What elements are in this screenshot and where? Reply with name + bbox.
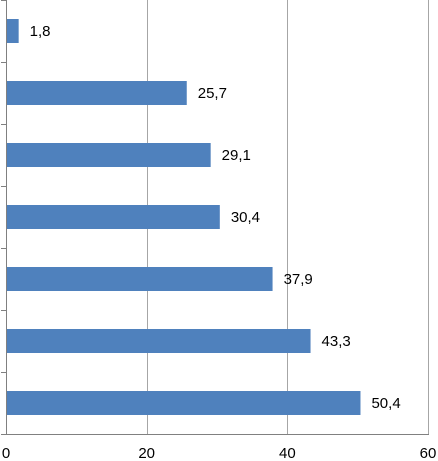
bar-1 (6, 19, 19, 43)
data-label-4: 30,4 (231, 209, 260, 226)
bar-7 (6, 391, 361, 415)
data-label-2: 25,7 (198, 85, 227, 102)
x-tick-label-60: 60 (420, 445, 437, 461)
bar-5 (6, 267, 273, 291)
data-label-6: 43,3 (322, 333, 351, 350)
data-label-3: 29,1 (222, 147, 251, 164)
data-label-7: 50,4 (371, 395, 400, 412)
bar-6 (6, 329, 311, 353)
bar-3 (6, 143, 211, 167)
x-tick-label-20: 20 (138, 445, 155, 461)
x-tick-label-40: 40 (279, 445, 296, 461)
bar-4 (6, 205, 220, 229)
x-tick-label-0: 0 (2, 445, 10, 461)
bar-2 (6, 81, 187, 105)
data-label-1: 1,8 (30, 23, 51, 40)
data-label-5: 37,9 (284, 271, 313, 288)
